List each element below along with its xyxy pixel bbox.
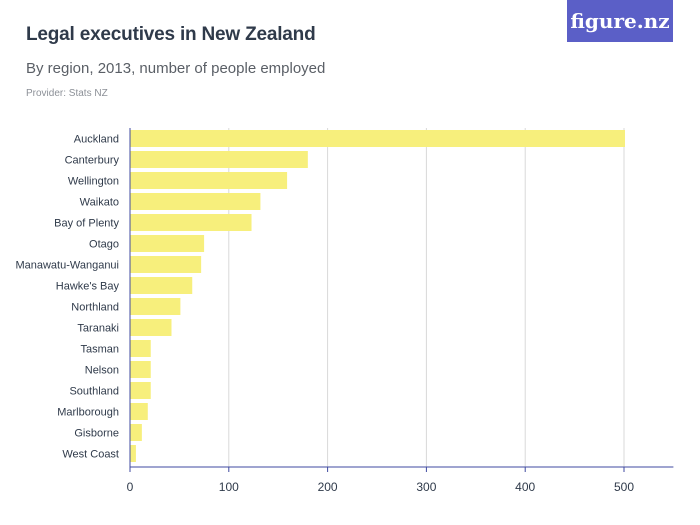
x-tick-label: 400 xyxy=(515,480,535,494)
chart-subtitle: By region, 2013, number of people employ… xyxy=(26,60,326,77)
category-label: Hawke's Bay xyxy=(56,281,120,293)
figure-nz-logo[interactable]: figure.nz xyxy=(567,0,673,42)
chart-title: Legal executives in New Zealand xyxy=(26,24,316,45)
category-label: Waikato xyxy=(80,197,119,209)
category-label: Southland xyxy=(69,386,119,398)
x-tick-label: 0 xyxy=(127,480,134,494)
bar-bay-of-plenty[interactable] xyxy=(130,214,252,231)
x-tick-label: 300 xyxy=(416,480,436,494)
bar-northland[interactable] xyxy=(130,298,181,315)
bar-otago[interactable] xyxy=(130,235,205,252)
category-label: Taranaki xyxy=(77,323,119,335)
category-label: Otago xyxy=(89,239,119,251)
category-label: Auckland xyxy=(74,134,119,146)
bar-west-coast[interactable] xyxy=(130,445,136,462)
grid-lines xyxy=(228,128,625,467)
category-label: West Coast xyxy=(62,449,119,461)
category-label: Bay of Plenty xyxy=(54,218,119,230)
x-tick-label: 500 xyxy=(614,480,634,494)
bar-manawatu-wanganui[interactable] xyxy=(130,256,202,273)
category-label: Tasman xyxy=(80,344,119,356)
category-label: Nelson xyxy=(85,365,119,377)
x-axis: 0 100 200 300 400 500 xyxy=(127,128,674,494)
bar-canterbury[interactable] xyxy=(130,151,308,168)
bar-southland[interactable] xyxy=(130,382,151,399)
bar-gisborne[interactable] xyxy=(130,424,142,441)
category-label: Wellington xyxy=(68,176,119,188)
category-labels: Auckland Canterbury Wellington Waikato Bay o… xyxy=(15,134,119,461)
x-tick-label: 100 xyxy=(219,480,239,494)
bar-auckland[interactable] xyxy=(130,130,625,147)
category-label: Marlborough xyxy=(57,407,119,419)
bars xyxy=(130,130,625,462)
bar-waikato[interactable] xyxy=(130,193,261,210)
bar-wellington[interactable] xyxy=(130,172,288,189)
x-tick-label: 200 xyxy=(318,480,338,494)
bar-marlborough[interactable] xyxy=(130,403,148,420)
bar-nelson[interactable] xyxy=(130,361,151,378)
category-label: Manawatu-Wanganui xyxy=(15,260,119,272)
provider-note: Provider: Stats NZ xyxy=(26,88,108,99)
bar-tasman[interactable] xyxy=(130,340,151,357)
bar-hawke-s-bay[interactable] xyxy=(130,277,193,294)
category-label: Canterbury xyxy=(65,155,120,167)
category-label: Northland xyxy=(71,302,119,314)
category-label: Gisborne xyxy=(74,428,119,440)
bar-taranaki[interactable] xyxy=(130,319,172,336)
